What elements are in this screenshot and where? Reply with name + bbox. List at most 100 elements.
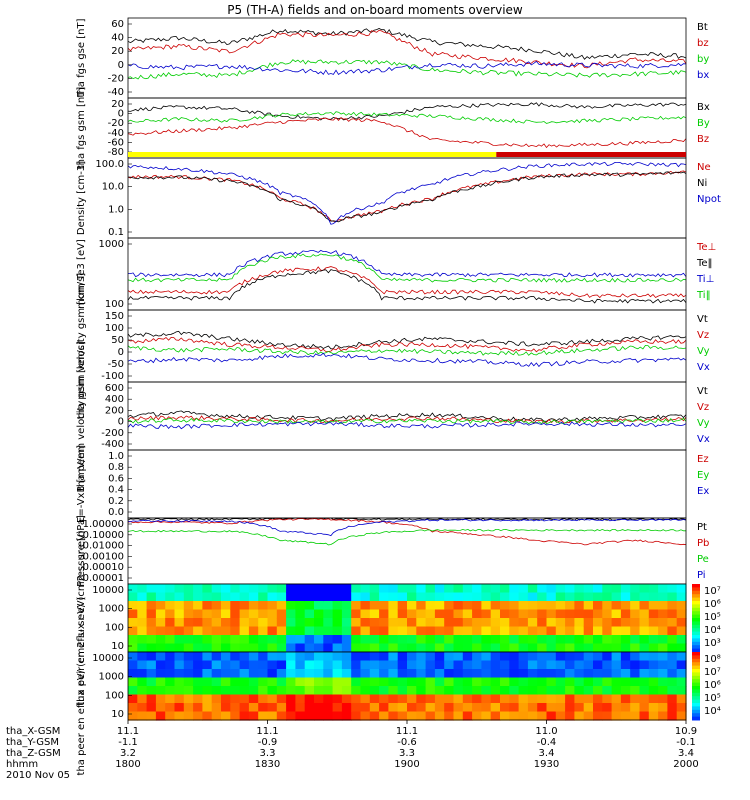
spectrogram-cell [369,609,380,619]
spectrogram-cell [155,643,166,653]
spectrogram-cell [146,694,157,704]
spectrogram-cell [537,618,548,628]
spectrogram-cell [565,660,575,670]
spectrogram-cell [267,626,278,636]
spectrogram-cell [267,601,278,611]
series-line-1 [127,336,687,353]
spectrogram-cell [267,609,278,619]
spectrogram-cell [360,652,371,662]
spectrogram-cell [416,677,427,687]
spectrogram-cell [648,669,659,679]
spectrogram-cell [555,669,566,679]
spectrogram-cell [527,626,538,636]
spectrogram-cell [360,584,371,594]
spectrogram-cell [314,635,324,645]
spectrogram-cell [248,677,259,687]
spectrogram-cell [472,703,482,713]
spectrogram-cell [434,609,445,619]
spectrogram-cell [137,618,148,628]
y-tick-label: -20 [108,118,124,129]
spectrogram-cell [639,635,650,645]
y-tick-label: -200 [101,428,124,439]
spectrogram-cell [425,677,436,687]
spectrogram-cell [146,703,157,713]
spectrogram-cell [462,652,473,662]
x-tick-label: 3.4 [539,748,555,759]
spectrogram-cell [379,626,389,636]
spectrogram-cell [304,592,315,602]
spectrogram-cell [407,601,417,611]
spectrogram-cell [267,669,278,679]
spectrogram-cell [658,677,668,687]
chart-title: P5 (TH-A) fields and on-board moments ov… [227,3,523,17]
spectrogram-cell [648,711,659,721]
y-axis-label: Density [cm-3] [76,161,87,235]
spectrogram-cell [630,660,641,670]
spectrogram-cell [314,643,324,653]
x-tick-label: 11.1 [396,726,418,737]
spectrogram-cell [397,669,408,679]
spectrogram-cell [648,601,659,611]
legend-entry: Pe [697,554,709,565]
spectrogram-cell [314,618,324,628]
x-tick-label: 11.1 [256,726,278,737]
x-row-label: hhmm [6,759,38,770]
spectrogram-cell [146,635,157,645]
spectrogram-cell [155,694,166,704]
spectrogram-cell [583,711,594,721]
spectrogram-cell [630,618,641,628]
spectrogram-cell [341,652,352,662]
spectrogram-cell [407,635,417,645]
legend-entry: Npot [697,194,721,205]
spectrogram-cell [248,669,259,679]
spectrogram-cell [341,609,352,619]
spectrogram-cell [369,601,380,611]
spectrogram-cell [676,643,687,653]
spectrogram-cell [667,660,678,670]
status-bar-red [496,152,686,157]
spectrogram-cell [341,703,352,713]
spectrogram-cell [546,686,557,696]
spectrogram-cell [620,592,631,602]
legend-entry: Vy [697,418,710,429]
spectrogram-cell [276,584,287,594]
spectrogram-cell [453,601,464,611]
spectrogram-cell [128,618,138,628]
spectrogram-cell [267,677,278,687]
spectrogram-cell [509,677,520,687]
spectrogram-cell [239,669,250,679]
spectrogram-cell [202,711,213,721]
spectrogram-cell [648,584,659,594]
spectrogram-cell [565,592,575,602]
spectrogram-cell [360,686,371,696]
spectrogram-cell [314,660,324,670]
x-axis: tha_X-GSM 11.1 11.1 11.1 11.0 10.9 tha_Y-GSM -1… [6,720,699,781]
spectrogram-cell [416,694,427,704]
spectrogram-cell [593,669,603,679]
spectrogram-cell [490,703,501,713]
spectrogram-cell [323,669,334,679]
x-tick-label: 11.0 [535,726,557,737]
spectrogram-cell [667,703,678,713]
spectrogram-cell [183,694,194,704]
spectrogram-cell [490,635,501,645]
spectrogram-cell [518,618,529,628]
spectrogram-cell [472,626,482,636]
spectrogram-cell [369,694,380,704]
spectrogram-cell [239,643,250,653]
spectrogram-cell [248,592,259,602]
y-tick-label: -400 [101,439,124,450]
spectrogram-cell [165,677,176,687]
spectrogram-cell [555,677,566,687]
spectrogram-cell [537,669,548,679]
spectrogram-cell [639,643,650,653]
y-tick-label: 0.00100 [83,551,124,562]
spectrogram-cell [602,609,613,619]
x-tick-label: -0.1 [676,737,696,748]
spectrogram-cell [546,643,557,653]
spectrogram-cell [676,669,687,679]
spectrogram-cell [360,660,371,670]
spectrogram-cell [193,703,203,713]
spectrogram-cell [509,618,520,628]
